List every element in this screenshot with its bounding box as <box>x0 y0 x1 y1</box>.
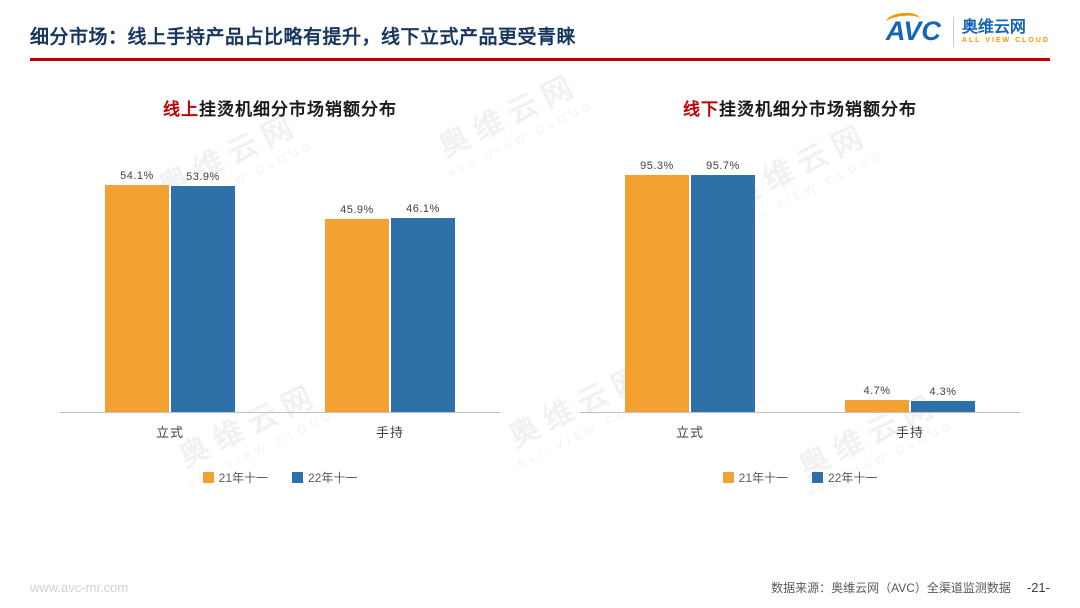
avc-logo: AVC 奥维云网 ALL VIEW CLOUD <box>886 16 1050 47</box>
bar-value-label: 54.1% <box>120 169 154 182</box>
category-axis: 立式 手持 <box>580 422 1020 441</box>
legend-swatch <box>292 472 303 483</box>
legend-label: 22年十一 <box>828 471 878 485</box>
bar-group: 4.7% 4.3% <box>845 160 975 412</box>
bar-value-label: 45.9% <box>340 204 374 217</box>
bar-value-label: 95.3% <box>640 160 674 172</box>
legend-item: 21年十一 <box>202 469 268 486</box>
legend-swatch <box>812 472 823 483</box>
bar-group: 45.9% 46.1% <box>325 160 455 412</box>
logo-tagline: ALL VIEW CLOUD <box>961 36 1050 44</box>
legend: 21年十一 22年十一 <box>60 469 500 486</box>
bar-value-label: 53.9% <box>186 170 220 183</box>
chart-title: 线上挂烫机细分市场销额分布 <box>163 100 397 119</box>
legend-item: 21年十一 <box>722 469 788 486</box>
bar <box>845 400 909 412</box>
legend-label: 21年十一 <box>738 471 788 485</box>
page-title: 细分市场：线上手持产品占比略有提升，线下立式产品更受青睐 <box>30 27 577 48</box>
bar <box>625 175 689 412</box>
category-axis: 立式 手持 <box>60 422 500 441</box>
chart-online: 线上挂烫机细分市场销额分布 54.1% 53.9% 45.9% 46.1% 立式 手持 … <box>60 95 500 486</box>
category-label: 立式 <box>155 425 184 440</box>
header: 细分市场：线上手持产品占比略有提升，线下立式产品更受青睐 AVC 奥维云网 AL… <box>0 0 1080 61</box>
website-url: www.avc-mr.com <box>30 580 129 595</box>
plot-area: 95.3% 95.7% 4.7% 4.3% <box>580 160 1020 413</box>
avc-logo-icon: AVC <box>886 16 945 47</box>
data-source-note: 数据来源：奥维云网（AVC）全渠道监测数据 <box>771 581 1011 595</box>
footer: www.avc-mr.com 数据来源：奥维云网（AVC）全渠道监测数据 -21… <box>30 579 1050 596</box>
bar-value-label: 4.7% <box>863 385 891 398</box>
bar-group: 54.1% 53.9% <box>105 160 235 412</box>
legend-label: 22年十一 <box>308 471 358 485</box>
bar-value-label: 46.1% <box>406 203 440 216</box>
bar-value-label: 95.7% <box>706 160 740 172</box>
legend-item: 22年十一 <box>812 469 877 486</box>
category-label: 立式 <box>675 425 704 440</box>
legend-swatch <box>722 472 734 483</box>
legend-label: 21年十一 <box>218 471 268 485</box>
bar-group: 95.3% 95.7% <box>625 160 755 412</box>
legend-item: 22年十一 <box>292 469 357 486</box>
legend-swatch <box>202 472 214 483</box>
bar-value-label: 4.3% <box>929 386 957 399</box>
bar <box>171 185 235 412</box>
bar <box>691 175 755 412</box>
bar <box>325 219 389 412</box>
charts-row: 线上挂烫机细分市场销额分布 54.1% 53.9% 45.9% 46.1% 立式 手持 … <box>0 95 1080 486</box>
category-label: 手持 <box>375 425 404 440</box>
logo-divider <box>952 16 954 47</box>
title-underline <box>30 58 1050 61</box>
plot-area: 54.1% 53.9% 45.9% 46.1% <box>60 160 500 413</box>
bar <box>911 401 975 412</box>
legend: 21年十一 22年十一 <box>580 469 1020 486</box>
bar <box>105 184 169 412</box>
category-label: 手持 <box>895 425 924 440</box>
chart-title: 线下挂烫机细分市场销额分布 <box>683 100 917 119</box>
chart-offline: 线下挂烫机细分市场销额分布 95.3% 95.7% 4.7% 4.3% 立式 手持 21… <box>580 95 1020 486</box>
bar <box>391 218 455 412</box>
logo-company-name: 奥维云网 <box>961 18 1026 36</box>
page-number: -21- <box>1026 580 1050 595</box>
